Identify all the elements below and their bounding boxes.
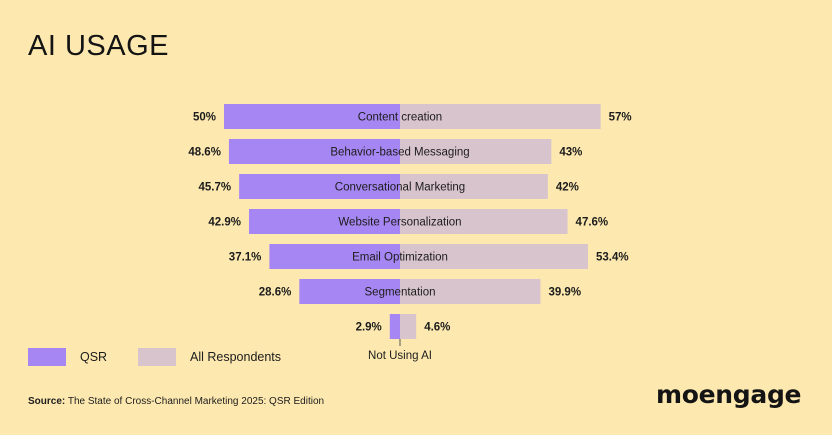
bar-qsr-not-using-ai bbox=[389, 314, 400, 339]
value-label-all-respondents-behavior-based-messaging: 43% bbox=[559, 147, 582, 159]
legend-label-qsr: QSR bbox=[80, 350, 108, 364]
bar-all-respondents-content-creation bbox=[400, 104, 601, 129]
bar-qsr-email-optimization bbox=[269, 244, 400, 269]
legend-item-all-respondents: All Respondents bbox=[138, 348, 281, 366]
value-label-qsr-website-personalization: 42.9% bbox=[208, 217, 241, 229]
value-label-all-respondents-content-creation: 57% bbox=[609, 112, 632, 124]
bar-all-respondents-behavior-based-messaging bbox=[400, 139, 552, 164]
bar-qsr-behavior-based-messaging bbox=[228, 139, 400, 164]
value-label-qsr-segmentation: 28.6% bbox=[259, 287, 292, 299]
legend-item-qsr: QSR bbox=[28, 348, 107, 366]
category-label-website-personalization: Website Personalization bbox=[338, 217, 461, 229]
value-label-qsr-email-optimization: 37.1% bbox=[229, 252, 262, 264]
category-label-behavior-based-messaging: Behavior-based Messaging bbox=[330, 147, 469, 159]
bar-qsr-website-personalization bbox=[248, 209, 400, 234]
source-note: Source: The State of Cross-Channel Marke… bbox=[28, 396, 324, 407]
bar-qsr-segmentation bbox=[299, 279, 400, 304]
category-label-content-creation: Content creation bbox=[358, 112, 442, 124]
category-label-conversational-marketing: Conversational Marketing bbox=[335, 182, 465, 194]
value-label-all-respondents-not-using-ai: 4.6% bbox=[424, 322, 450, 334]
value-label-qsr-conversational-marketing: 45.7% bbox=[199, 182, 232, 194]
bar-all-respondents-segmentation bbox=[400, 279, 541, 304]
value-label-qsr-behavior-based-messaging: 48.6% bbox=[188, 147, 221, 159]
bar-qsr-content-creation bbox=[224, 104, 400, 129]
bar-qsr-conversational-marketing bbox=[239, 174, 400, 199]
value-label-all-respondents-email-optimization: 53.4% bbox=[596, 252, 629, 264]
bar-all-respondents-conversational-marketing bbox=[400, 174, 548, 199]
chart-title: AI USAGE bbox=[28, 30, 169, 62]
value-label-qsr-not-using-ai: 2.9% bbox=[356, 322, 382, 334]
source-text: The State of Cross-Channel Marketing 202… bbox=[67, 396, 325, 407]
moengage-logo: moengage bbox=[656, 380, 802, 409]
value-label-all-respondents-website-personalization: 47.6% bbox=[576, 217, 609, 229]
category-label-not-using-ai: Not Using AI bbox=[368, 350, 432, 362]
value-label-qsr-content-creation: 50% bbox=[193, 112, 216, 124]
legend-label-all-respondents: All Respondents bbox=[190, 350, 282, 364]
value-label-all-respondents-segmentation: 39.9% bbox=[548, 287, 581, 299]
bar-all-respondents-website-personalization bbox=[400, 209, 568, 234]
value-label-all-respondents-conversational-marketing: 42% bbox=[556, 182, 579, 194]
bar-all-respondents-email-optimization bbox=[400, 244, 588, 269]
bar-all-respondents-not-using-ai bbox=[400, 314, 417, 339]
category-label-segmentation: Segmentation bbox=[365, 287, 436, 299]
legend-swatch-all-respondents bbox=[138, 348, 176, 366]
legend-swatch-qsr bbox=[28, 348, 66, 366]
source-label: Source: bbox=[28, 396, 66, 407]
category-label-email-optimization: Email Optimization bbox=[352, 252, 448, 264]
